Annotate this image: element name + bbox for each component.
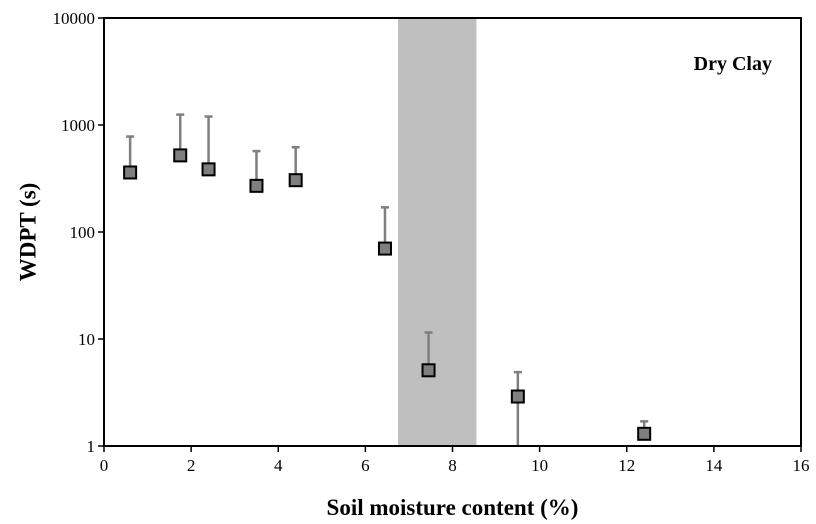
x-tick-label: 6	[361, 456, 370, 475]
x-tick-label: 14	[705, 456, 723, 475]
data-point	[201, 162, 216, 177]
x-tick-label: 12	[618, 456, 635, 475]
data-point	[123, 165, 138, 180]
y-tick-label: 1	[87, 437, 96, 456]
y-tick-label: 1000	[61, 116, 95, 135]
data-point	[510, 389, 525, 404]
x-tick-label: 10	[531, 456, 548, 475]
y-tick-label: 10	[78, 330, 95, 349]
annotation-label: Dry Clay	[694, 53, 772, 75]
x-tick-label: 4	[274, 456, 283, 475]
data-point	[377, 241, 392, 256]
shaded-region	[398, 18, 477, 446]
y-tick-label: 10000	[53, 9, 96, 28]
y-tick-label: 100	[70, 223, 96, 242]
x-tick-label: 8	[448, 456, 457, 475]
x-tick-label: 16	[793, 456, 810, 475]
data-point	[173, 148, 188, 163]
x-tick-label: 0	[100, 456, 109, 475]
x-axis-title: Soil moisture content (%)	[327, 495, 579, 520]
data-point	[637, 426, 652, 441]
x-tick-label: 2	[187, 456, 196, 475]
y-axis-title: WDPT (s)	[16, 183, 41, 282]
data-point	[288, 173, 303, 188]
data-point	[421, 363, 436, 378]
data-point	[249, 178, 264, 193]
